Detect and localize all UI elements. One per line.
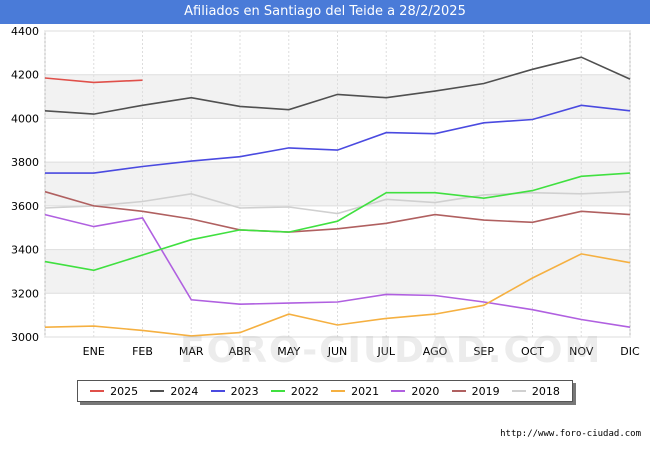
x-tick-label: MAR [179,345,204,358]
x-tick-label: FEB [132,345,153,358]
legend-swatch [210,390,225,392]
x-tick-label: SEP [473,345,494,358]
x-tick-label: MAY [277,345,300,358]
legend-swatch [270,390,285,392]
y-tick-label: 3200 [11,287,39,300]
y-tick-label: 3000 [11,331,39,344]
source-url: http://www.foro-ciudad.com [500,429,641,439]
legend-item-2024: 2024 [150,385,198,398]
y-tick-label: 3600 [11,200,39,213]
chart-title: Afiliados en Santiago del Teide a 28/2/2… [0,0,650,24]
series-line-2021 [44,253,631,337]
x-tick-label: NOV [569,345,594,358]
y-tick-label: 4000 [11,112,39,125]
series-line-2018 [44,190,631,215]
legend-label: 2021 [351,384,380,398]
legend-swatch [511,390,526,392]
legend-item-2020: 2020 [391,385,439,398]
legend-label: 2024 [170,384,199,398]
legend-label: 2022 [290,384,319,398]
y-tick-label: 3800 [11,156,39,169]
legend-item-2021: 2021 [331,385,379,398]
series-line-2023 [45,104,631,174]
y-tick-label: 3400 [11,244,39,257]
legend-label: 2019 [471,384,500,398]
legend-item-2022: 2022 [270,384,319,398]
legend-label: 2020 [411,384,440,398]
legend-item-2023: 2023 [210,384,259,398]
x-tick-label: OCT [521,345,544,358]
legend-swatch [90,390,105,392]
x-tick-label: AGO [423,345,448,358]
legend-swatch [451,390,466,392]
x-tick-label: DIC [620,345,640,358]
legend-item-2019: 2019 [451,384,500,398]
series-line-2025 [44,77,143,84]
x-tick-label: JUL [377,345,396,358]
line-chart: 3000 3200 3400 3600 3800 4000 4200 4400 ENE FEB MA… [11,25,640,358]
legend-item-2018: 2018 [511,384,560,398]
x-tick-label: ENE [83,345,105,358]
legend-label: 2025 [110,384,139,398]
legend-swatch [150,390,165,392]
legend-item-2025: 2025 [90,385,138,398]
series-line-2022 [44,172,631,272]
x-tick-label: ABR [229,345,252,358]
watermark-text: FORO-CIUDAD.COM [180,330,603,371]
legend-label: 2018 [531,384,560,398]
legend-swatch [391,390,406,392]
legend-label: 2023 [230,384,259,398]
y-tick-label: 4400 [11,25,39,38]
x-tick-label: JUN [327,345,348,358]
series-line-2020 [44,213,631,328]
legend-swatch [331,390,346,392]
y-tick-label: 4200 [11,69,39,82]
chart-legend: 2025 2024 2023 2022 2021 2020 2019 2018 [77,380,573,402]
series-line-2019 [44,190,631,233]
series-line-2024 [44,56,631,115]
